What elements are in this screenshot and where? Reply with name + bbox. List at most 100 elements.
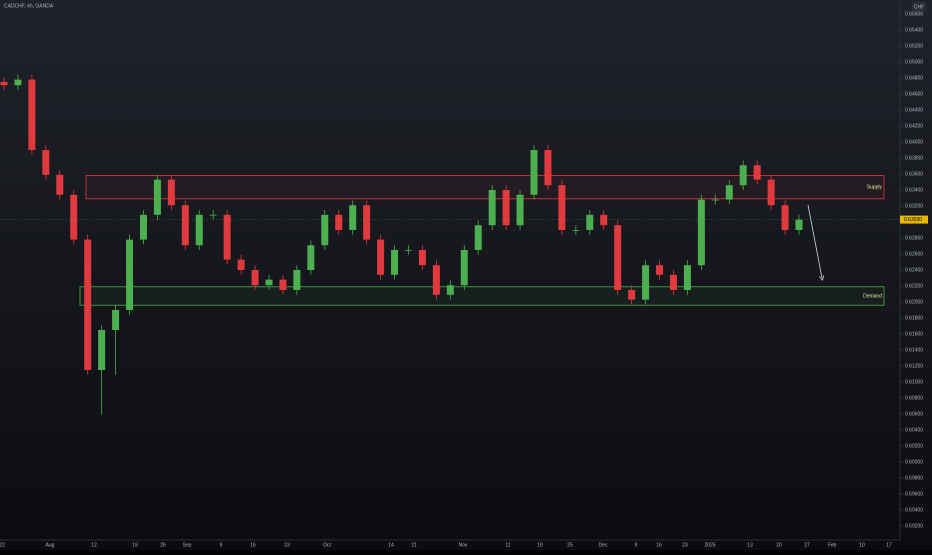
candle-body [209,214,217,216]
candle-body [279,279,287,290]
y-tick-label: 0.60800 [905,395,923,401]
candle-body [767,179,775,206]
candle-body [460,250,468,286]
candle-body [502,190,510,226]
candle-body [377,239,385,275]
candle-body [572,230,580,231]
candle-body [432,265,440,295]
y-tick-label: 0.63400 [905,187,923,193]
candle-body [642,265,650,300]
candle-body [70,194,78,240]
y-tick-label: 0.61800 [905,315,923,321]
currency[interactable]: CHF [914,4,924,10]
y-tick-label: 0.59400 [905,507,923,513]
x-tick-label: 21 [411,542,417,548]
candle-body [474,225,482,250]
x-tick-label: 14 [388,542,394,548]
y-tick-label: 0.64000 [905,139,923,145]
candle-body [669,274,677,290]
candle-body [544,150,552,186]
candle-body [586,214,594,230]
x-tick-label: Nov [459,542,468,548]
y-tick-label: 0.60000 [905,459,923,465]
y-tick-label: 0.63600 [905,171,923,177]
candle-body [725,185,733,200]
y-tick-label: 0.62200 [905,283,923,289]
candle-body [98,330,106,370]
candle-body [488,190,496,226]
x-tick-label: Aug [46,542,55,548]
candle-body [739,165,747,186]
zone [85,175,885,200]
candle-body [628,290,636,300]
candle-body [614,225,622,290]
candle-body [530,150,538,195]
x-tick-label: 27 [804,542,810,548]
candle-body [697,199,705,266]
x-tick-label: 22 [0,542,5,548]
candle-body [223,214,231,260]
y-tick-label: 0.61200 [905,363,923,369]
x-tick-label: 19 [132,542,138,548]
plot-area: 0.65600 0.65400 0.65200 0.65000 0.64800 0.646… [0,11,928,548]
candle-body [600,214,608,226]
x-tick-label: 9 [635,542,638,548]
y-tick-label: 0.61600 [905,331,923,337]
x-tick-label: 16 [250,542,256,548]
y-tick-label: 0.59600 [905,491,923,497]
candle-body [181,205,189,246]
candle-body [349,205,357,230]
y-tick-label: 0.64800 [905,75,923,81]
y-tick-label: 0.61400 [905,347,923,353]
candle-body [153,179,161,215]
candle-body [418,250,426,266]
y-tick-label: 0.65600 [905,11,923,17]
zone-label: Demand [863,293,882,299]
x-tick-label: 23 [682,542,688,548]
x-tick-label: 23 [284,542,290,548]
y-tick-label: 0.60200 [905,443,923,449]
y-tick-label: 0.60600 [905,411,923,417]
candle-body [56,174,64,195]
y-tick-label: 0.62000 [905,299,923,305]
y-tick-label: 0.64600 [905,91,923,97]
candle-body [28,79,36,150]
currency-button[interactable] [912,2,926,11]
x-tick-label: 2025 [704,542,715,548]
projection-arrow [807,204,822,278]
last-price-tag [900,215,928,224]
y-tick-label: 0.59800 [905,475,923,481]
candle-body [139,214,147,240]
candle-body [795,219,803,230]
y-tick-label: 0.60400 [905,427,923,433]
candle-body [404,250,412,251]
candle-body [781,205,789,230]
y-tick-label: 0.65000 [905,59,923,65]
candle-body [84,239,92,370]
y-tick-label: 0.64400 [905,107,923,113]
candle-body [0,82,8,86]
x-tick-label: 10 [859,542,865,548]
candle-body [42,150,50,175]
x-tick-label: 26 [160,542,166,548]
y-tick-label: 0.62400 [905,267,923,273]
y-tick-label: 0.62600 [905,251,923,257]
x-tick-label: 20 [776,542,782,548]
x-tick-label: Sep [183,542,192,548]
x-tick-label: Dec [599,542,608,548]
last-price-label: 0.63030 [904,217,922,223]
candle-body [237,259,245,270]
y-tick-label: 0.61000 [905,379,923,385]
x-tick-label: 11 [505,542,510,548]
x-tick-label: 25 [567,542,573,548]
candle-body [251,270,259,286]
x-tick-label: 16 [656,542,662,548]
zone [79,286,885,306]
x-tick-label: 9 [220,542,223,548]
candle-body [112,310,120,330]
x-tick-label: 13 [747,542,753,548]
candle-body [391,250,399,275]
zone-label: Supply [867,185,883,191]
y-tick-label: 0.63200 [905,203,923,209]
